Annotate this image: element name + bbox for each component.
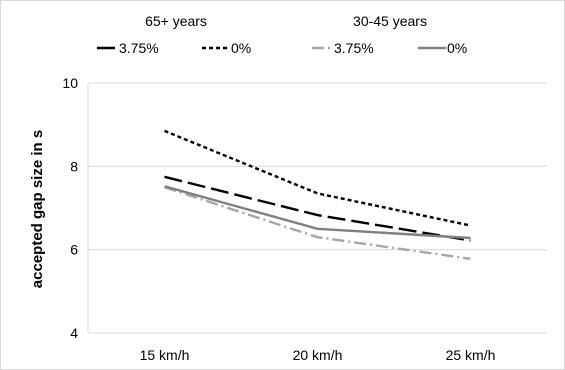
series-line-2	[164, 186, 471, 260]
x-tick-label: 20 km/h	[293, 347, 343, 363]
y-tick-label: 10	[62, 75, 78, 91]
legend-label-30-45-3.75: 3.75%	[334, 40, 374, 56]
axes	[87, 83, 547, 334]
legend-group-65plus: 65+ years	[145, 13, 207, 29]
y-tick-label: 8	[70, 158, 78, 174]
series-line-0	[164, 175, 471, 242]
y-tick-label: 4	[70, 325, 78, 341]
tick-labels: 4 6 8 10 15 km/h 20 km/h 25 km/h	[62, 75, 495, 363]
legend-label-65plus-3.75: 3.75%	[119, 40, 159, 56]
gridlines	[88, 82, 547, 251]
series-lines	[164, 129, 471, 260]
y-tick-label: 6	[70, 242, 78, 258]
legend-label-30-45-0: 0%	[447, 40, 467, 56]
legend: 3.75% 0% 3.75% 0%	[97, 40, 467, 56]
legend-group-30-45: 30-45 years	[353, 13, 427, 29]
x-tick-label: 25 km/h	[446, 347, 496, 363]
x-tick-label: 15 km/h	[140, 347, 190, 363]
series-line-3	[164, 185, 471, 240]
y-axis-title: accepted gap size in s	[29, 130, 46, 288]
legend-label-65plus-0: 0%	[231, 40, 251, 56]
series-line-1	[164, 129, 471, 227]
